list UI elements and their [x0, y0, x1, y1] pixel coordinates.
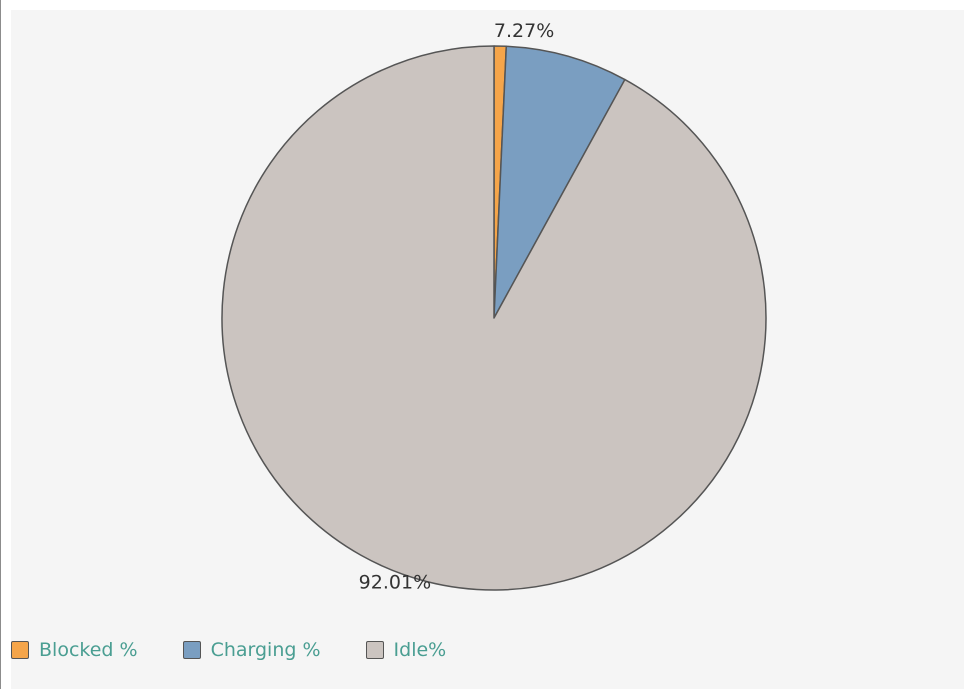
legend-label: Charging % — [211, 639, 321, 661]
legend-label: Blocked % — [39, 639, 138, 661]
legend: Blocked % Charging % Idle% — [11, 635, 491, 665]
legend-item[interactable]: Idle% — [366, 639, 447, 661]
legend-item[interactable]: Charging % — [183, 639, 321, 661]
legend-swatch — [183, 641, 201, 659]
legend-swatch — [366, 641, 384, 659]
legend-swatch — [11, 641, 29, 659]
slice-label-charging: 7.27% — [494, 20, 554, 42]
pie-slices — [222, 46, 766, 590]
slice-label-idle: 92.01% — [359, 572, 431, 594]
legend-item[interactable]: Blocked % — [11, 639, 138, 661]
pie-slice-idle[interactable] — [222, 46, 766, 590]
legend-label: Idle% — [394, 639, 447, 661]
